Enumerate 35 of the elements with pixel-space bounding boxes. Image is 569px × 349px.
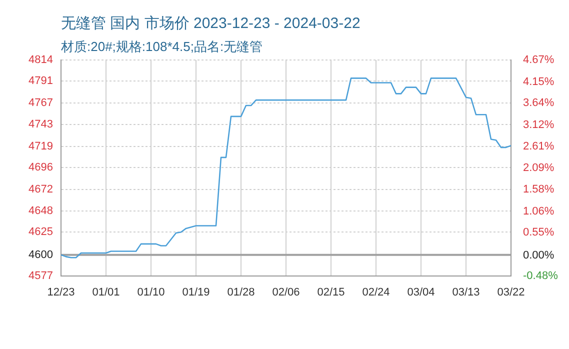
x-tick-label: 02/24 (362, 286, 390, 298)
y2-tick-label: 0.55% (523, 226, 554, 239)
x-tick-label: 02/15 (317, 286, 345, 298)
x-tick-label: 02/06 (272, 286, 300, 298)
y-tick-label: 4648 (28, 205, 53, 218)
y2-tick-label: 4.67% (523, 54, 554, 66)
y2-tick-label: 2.09% (523, 162, 554, 174)
y-tick-label: 4767 (28, 96, 53, 109)
x-tick-label: 12/23 (47, 286, 75, 298)
chart-title: 无缝管 国内 市场价 2023-12-23 - 2024-03-22 (61, 15, 360, 32)
y-tick-label: 4719 (28, 140, 53, 153)
y2-tick-label: 3.12% (523, 118, 554, 131)
y2-tick-label: 0.00% (523, 250, 554, 262)
chart-subtitle: 材质:20#;规格:108*4.5;品名:无缝管 (60, 39, 263, 54)
y2-tick-label: -0.48% (523, 270, 558, 282)
x-tick-label: 01/19 (182, 286, 210, 298)
x-tick-label: 03/04 (407, 286, 435, 298)
y-tick-label: 4696 (28, 161, 53, 174)
y-tick-label: 4625 (28, 226, 53, 238)
y-tick-label: 4600 (28, 248, 53, 261)
y-tick-label: 4672 (28, 183, 53, 196)
y-tick-label: 4814 (28, 54, 53, 66)
y2-tick-label: 4.15% (523, 76, 554, 88)
y-tick-label: 4577 (28, 270, 53, 282)
x-tick-label: 01/01 (92, 286, 120, 298)
y2-tick-label: 2.61% (523, 140, 554, 152)
y2-tick-label: 1.06% (523, 205, 554, 218)
x-tick-label: 03/22 (497, 286, 525, 298)
x-tick-label: 01/10 (137, 286, 165, 298)
y2-tick-label: 1.58% (523, 184, 554, 196)
y-tick-label: 4791 (28, 74, 53, 87)
y2-tick-label: 3.64% (523, 97, 554, 110)
x-tick-label: 01/28 (227, 286, 255, 298)
x-tick-label: 03/13 (452, 286, 480, 298)
y-tick-label: 4743 (28, 118, 53, 131)
